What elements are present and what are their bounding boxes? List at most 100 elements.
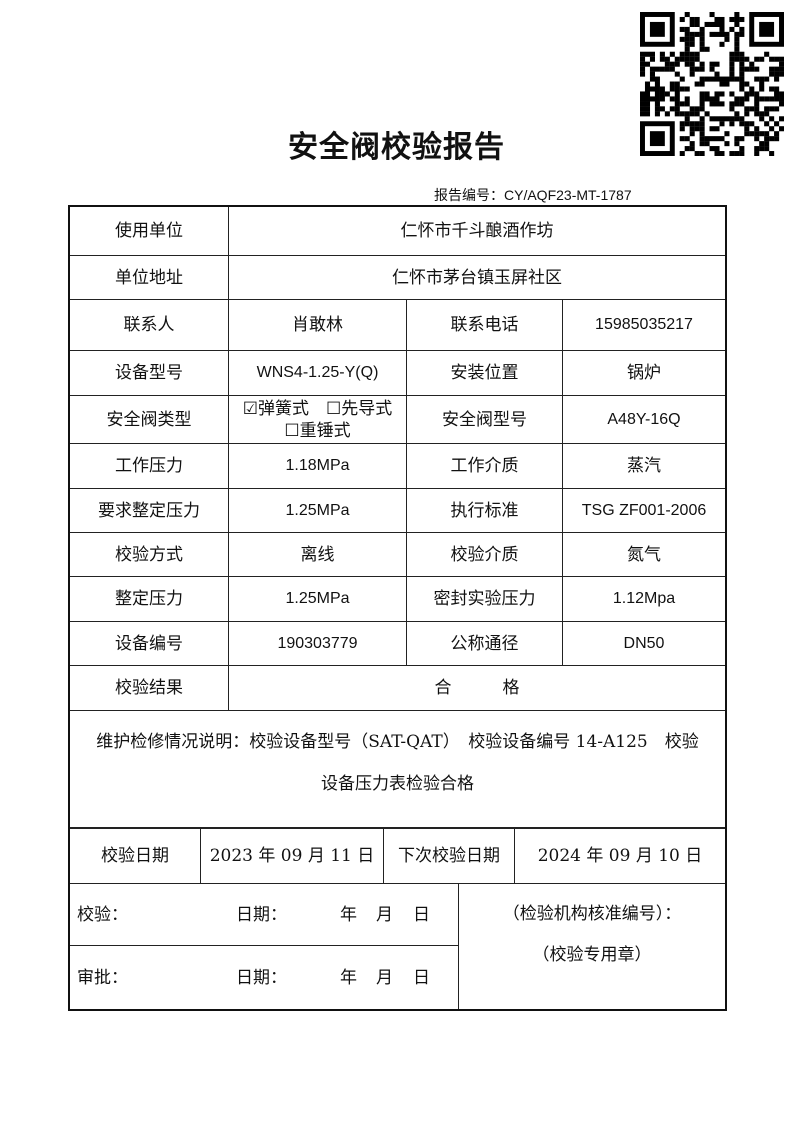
qr-module — [674, 71, 680, 77]
option-pilot: 先导式 — [341, 398, 393, 419]
qr-module — [714, 16, 720, 23]
qr-module — [734, 76, 740, 82]
valve-model-value: A48Y-16Q — [562, 395, 726, 444]
qr-module — [739, 16, 745, 23]
qr-module — [729, 116, 735, 122]
qr-module — [644, 51, 651, 57]
qr-module — [659, 106, 665, 112]
qr-module — [754, 96, 760, 102]
qr-module — [704, 96, 710, 102]
qr-module — [724, 81, 730, 87]
month-label: 月 — [376, 904, 393, 925]
qr-module — [764, 51, 770, 57]
qr-module — [769, 96, 775, 102]
qr-module — [684, 51, 690, 57]
qr-module — [664, 61, 670, 67]
qr-module — [699, 151, 705, 156]
phone-value: 15985035217 — [562, 299, 726, 351]
date-label: 日期： — [236, 904, 287, 925]
qr-module — [759, 76, 765, 82]
qr-module — [744, 111, 750, 117]
qr-module — [654, 81, 660, 87]
qr-module — [699, 91, 705, 97]
medium-value: 蒸汽 — [562, 443, 726, 489]
qr-module — [724, 36, 730, 42]
note-line-2: 设备压力表检验合格 — [321, 774, 474, 794]
qr-module — [694, 51, 700, 57]
qr-module — [759, 81, 765, 87]
qr-module — [674, 101, 680, 107]
qr-module — [684, 86, 690, 92]
note-line-1: 维护检修情况说明：校验设备型号（SAT-QAT） 校验设备编号 14-A125 … — [96, 732, 699, 752]
qr-module — [649, 86, 655, 92]
qr-module — [699, 131, 705, 137]
qr-module — [684, 41, 690, 47]
qr-module — [699, 41, 705, 47]
qr-module — [659, 56, 665, 62]
model-value: WNS4-1.25-Y(Q) — [228, 350, 407, 396]
checkbox-checked-icon[interactable]: ☑ — [242, 398, 258, 419]
stamp-label: （校验专用章） — [532, 945, 652, 965]
qr-module — [739, 146, 745, 152]
qr-module — [640, 106, 646, 112]
qr-module — [699, 46, 705, 52]
checkbox-icon[interactable]: ☐ — [284, 420, 300, 441]
qr-module — [689, 36, 695, 42]
qr-module — [779, 56, 784, 62]
unit-label: 使用单位 — [69, 206, 229, 256]
qr-module — [669, 66, 675, 72]
qr-module — [709, 96, 715, 102]
qr-module — [719, 81, 725, 87]
qr-module — [754, 136, 760, 142]
qr-module — [769, 106, 775, 112]
qr-module — [714, 151, 720, 156]
qr-module — [754, 66, 760, 72]
qr-module — [734, 111, 740, 117]
model-label: 设备型号 — [69, 350, 229, 396]
qr-module — [744, 66, 750, 72]
qr-module — [724, 141, 730, 147]
qr-module — [764, 136, 770, 142]
qr-module — [699, 126, 705, 132]
approve-label: 审批： — [77, 967, 128, 988]
qr-module — [709, 101, 715, 107]
qr-module — [749, 91, 755, 97]
qr-module — [779, 101, 784, 107]
qr-module — [719, 91, 725, 97]
qr-module — [734, 12, 740, 18]
qr-module — [699, 81, 705, 87]
qr-module — [739, 66, 745, 72]
qr-module — [744, 106, 750, 112]
qr-module — [679, 121, 685, 127]
qr-module — [694, 66, 700, 72]
qr-module — [649, 66, 655, 72]
qr-module — [674, 86, 680, 92]
qr-module — [729, 121, 735, 127]
qr-module — [674, 56, 680, 62]
maintenance-note: 维护检修情况说明：校验设备型号（SAT-QAT） 校验设备编号 14-A125 … — [69, 710, 726, 828]
valve-type-label: 安全阀类型 — [69, 395, 229, 444]
qr-module — [734, 46, 740, 52]
qr-module — [774, 56, 780, 62]
qr-module — [640, 56, 646, 62]
qr-module — [644, 91, 651, 97]
dn-value: DN50 — [562, 621, 726, 666]
qr-module — [754, 56, 760, 62]
qr-module — [774, 96, 780, 102]
qr-module — [754, 126, 760, 132]
qr-module — [739, 56, 745, 62]
qr-module — [754, 91, 760, 97]
qr-module — [684, 12, 690, 18]
qr-module — [654, 101, 660, 107]
qr-module — [714, 126, 720, 132]
qr-module — [654, 86, 660, 92]
qr-module — [684, 96, 690, 102]
qr-module — [640, 51, 646, 57]
qr-module — [734, 51, 740, 57]
qr-module — [769, 66, 775, 72]
checkbox-icon[interactable]: ☐ — [326, 398, 342, 419]
qr-module — [674, 96, 680, 102]
qr-module — [699, 141, 705, 147]
qr-module — [719, 116, 725, 122]
qr-module — [739, 121, 745, 127]
